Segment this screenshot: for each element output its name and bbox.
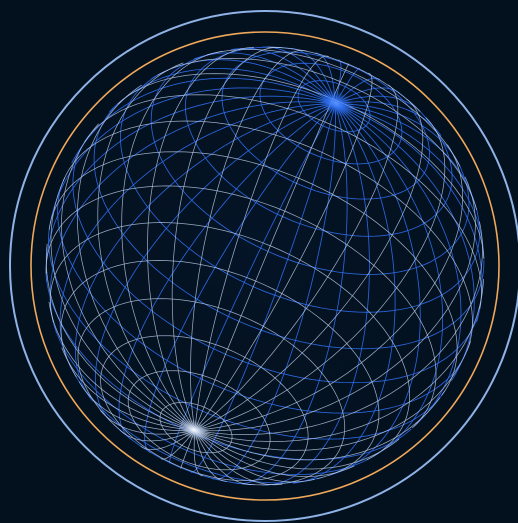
grid-blue-meridian: [45, 95, 336, 282]
grid-light-meridian: [140, 429, 196, 450]
grid-light-parallel: [117, 73, 485, 259]
grid-light-meridian: [147, 46, 254, 431]
grid-light-meridian: [194, 429, 355, 477]
grid-blue-meridian: [49, 101, 336, 334]
grid-light-parallel: [62, 120, 473, 352]
grid-light-meridian: [194, 117, 446, 431]
inner-ring: [30, 31, 500, 501]
grid-light-meridian: [194, 72, 373, 431]
grid-blue-meridian: [71, 77, 336, 164]
grid-blue-parallel: [57, 179, 467, 414]
grid-light-meridian: [171, 47, 282, 431]
grid-light-meridian: [194, 63, 350, 431]
grid-light-meridian: [194, 176, 476, 432]
outer-ring: [9, 10, 518, 522]
grid-blue-meridian: [334, 95, 421, 113]
grid-blue-parallel: [119, 71, 481, 313]
grid-light-meridian: [61, 347, 196, 431]
grid-blue-parallel: [48, 221, 446, 440]
grid-blue-meridian: [94, 103, 336, 423]
grid-light-meridian: [194, 221, 483, 435]
grid-light-parallel: [159, 402, 233, 454]
grid-light-meridian: [48, 301, 196, 431]
grid-light-meridian: [50, 177, 196, 431]
grid-blue-parallel: [259, 62, 403, 165]
grid-light-parallel: [60, 260, 380, 480]
grid-light-parallel: [206, 49, 461, 167]
grid-light-parallel: [157, 58, 478, 211]
grid-light-parallel: [100, 335, 309, 481]
grid-blue-meridian: [334, 103, 475, 382]
grid-light-meridian: [194, 430, 227, 482]
grid-light-meridian: [194, 55, 329, 431]
grid-light-meridian: [193, 430, 203, 477]
grid-light-meridian: [97, 62, 196, 431]
grid-light-meridian: [78, 381, 196, 431]
grid-light-meridian: [121, 50, 223, 431]
grid-blue-meridian: [109, 68, 336, 113]
grid-blue-meridian: [334, 103, 462, 427]
grid-blue-meridian: [59, 103, 336, 372]
grid-light-parallel: [45, 185, 437, 429]
grid-blue-meridian: [334, 103, 485, 260]
grid-light-meridian: [194, 429, 315, 483]
grid-light-meridian: [61, 123, 196, 431]
grid-blue-meridian: [292, 103, 396, 484]
grid-light-meridian: [194, 341, 471, 451]
grid-light-meridian: [194, 278, 484, 442]
grid-light-parallel: [77, 298, 346, 486]
grid-blue-parallel: [113, 423, 255, 486]
grid-light-meridian: [194, 144, 463, 431]
grid-light-meridian: [76, 84, 196, 431]
grid-blue-meridian: [74, 103, 336, 402]
grid-blue-meridian: [262, 46, 336, 104]
pole-glow-blue: [317, 89, 355, 117]
grid-blue-parallel: [93, 98, 485, 350]
grid-blue-parallel: [52, 320, 372, 475]
pole-glow-white: [177, 418, 211, 442]
grid-light-meridian: [99, 409, 196, 435]
grid-blue-parallel: [72, 135, 482, 384]
grid-light-meridian: [194, 429, 400, 470]
grid-light-meridian: [194, 98, 424, 431]
grid-light-parallel: [49, 222, 410, 461]
globe-grid-light: [45, 46, 485, 486]
grid-light-meridian: [194, 397, 441, 461]
grid-blue-meridian: [49, 87, 336, 224]
globe-grid-blue: [45, 46, 485, 486]
grid-blue-meridian: [334, 77, 381, 105]
grid-light-parallel: [48, 151, 458, 396]
grid-light-parallel: [127, 370, 271, 471]
grid-blue-meridian: [118, 103, 336, 440]
grid-light-meridian: [45, 243, 196, 431]
grid-blue-meridian: [335, 101, 442, 137]
grid-blue-meridian: [261, 103, 370, 486]
grid-light-parallel: [267, 46, 421, 112]
grid-blue-meridian: [194, 52, 336, 105]
grid-blue-parallel: [221, 51, 430, 200]
grid-light-parallel: [84, 94, 482, 309]
sphere-shading: [46, 47, 484, 485]
grid-blue-meridian: [335, 103, 461, 168]
grid-light-meridian: [194, 429, 283, 486]
grid-blue-parallel: [72, 370, 322, 484]
